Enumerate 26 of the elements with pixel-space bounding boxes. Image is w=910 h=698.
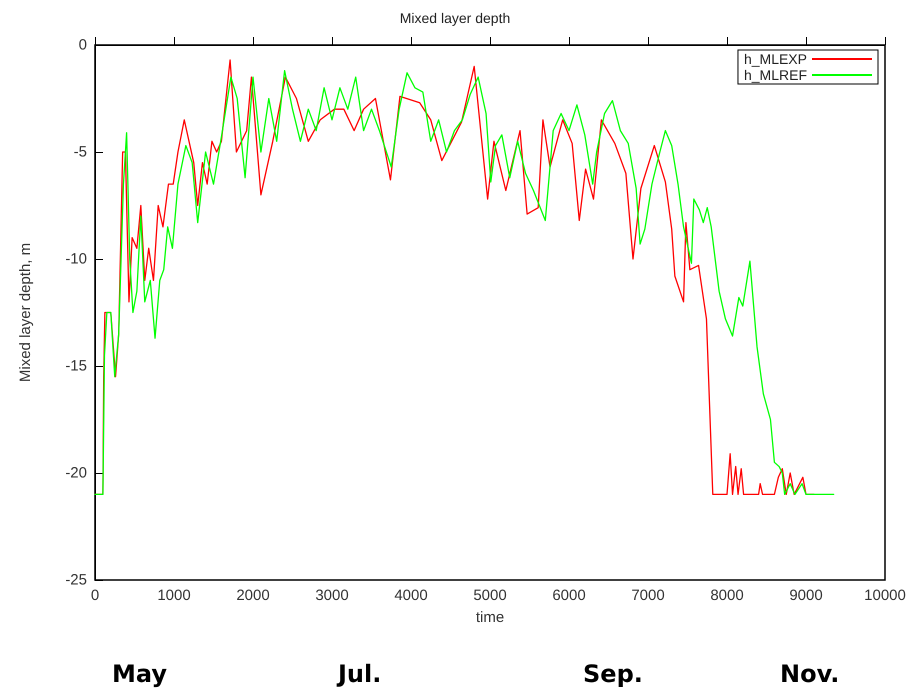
- x-axis-title: time: [476, 609, 504, 626]
- legend-label: h_MLEXP: [744, 51, 807, 67]
- chart-title: Mixed layer depth: [400, 10, 510, 26]
- x-tick-label: 8000: [710, 587, 744, 604]
- x-tick-label: 4000: [394, 587, 428, 604]
- y-tick-label: -5: [74, 144, 87, 160]
- text: Jul.: [336, 660, 382, 688]
- x-tick-label: 3000: [315, 587, 349, 604]
- x-tick-label: 1000: [157, 587, 191, 604]
- x-tick-label: 9000: [789, 587, 823, 604]
- x-tick-label: 6000: [552, 587, 586, 604]
- y-tick-label: 0: [78, 36, 87, 54]
- x-tick-label: 5000: [473, 587, 507, 604]
- x-tick-label: 2000: [236, 587, 270, 604]
- text: Nov.: [780, 660, 840, 688]
- x-tick-label: 10000: [864, 587, 906, 604]
- x-tick-label: 7000: [631, 587, 665, 604]
- y-axis-title: Mixed layer depth, m: [17, 242, 34, 382]
- text: May: [112, 660, 168, 688]
- y-tick-label: -25: [65, 572, 87, 588]
- text: Sep.: [583, 660, 643, 688]
- y-tick-label: -15: [65, 358, 87, 374]
- legend-label: h_MLREF: [744, 67, 807, 83]
- y-tick-label: -10: [65, 250, 87, 268]
- x-tick-label: 0: [90, 587, 100, 604]
- y-tick-label: -20: [65, 464, 87, 482]
